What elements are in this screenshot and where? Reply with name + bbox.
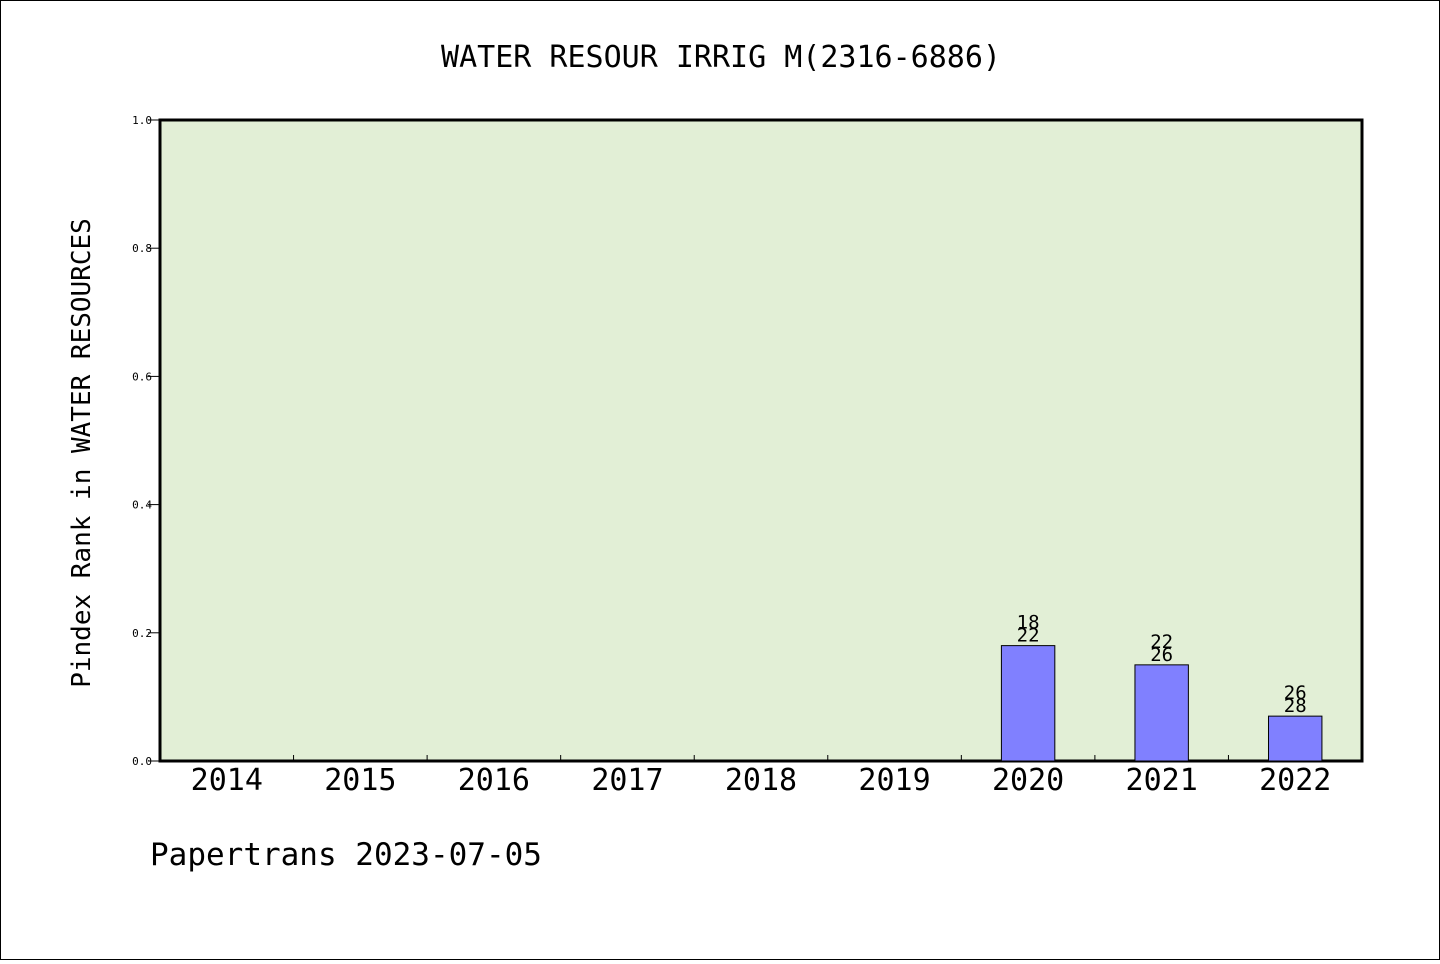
bar [1134,664,1189,762]
bar-data-label: 18 [1017,612,1040,634]
x-tick-label: 2016 [458,763,530,798]
x-axis-ticks: 2014 2015 2016 2017 2018 2019 2020 2021 2022 [191,755,1331,798]
y-tick-label: 0.2 [132,627,152,640]
x-tick-label: 2018 [725,763,797,798]
x-tick-label: 2019 [858,763,930,798]
plot-area [158,118,1364,763]
bar-data-label: 28 [1284,695,1307,717]
x-tick-label: 2020 [992,763,1064,798]
bar-data-label: 26 [1284,682,1307,704]
y-tick-label: 0.4 [132,499,152,512]
y-tick-label: 0.6 [132,370,152,383]
y-tick-label: 0.0 [132,755,152,768]
x-tick-label: 2021 [1126,763,1198,798]
x-tick-label: 2022 [1259,763,1331,798]
bar-data-label: 26 [1150,644,1173,666]
bars [1000,645,1323,762]
bar [1000,645,1056,762]
y-axis-ticks: 0.0 0.2 0.4 0.6 0.8 1.0 [132,114,161,768]
y-axis-label: Pindex Rank in WATER RESOURCES [67,218,97,688]
bar-data-label: 22 [1150,631,1173,653]
x-tick-label: 2015 [324,763,396,798]
footer-credit: Papertrans 2023-07-05 [150,837,542,873]
x-tick-label: 2017 [591,763,663,798]
y-tick-label: 1.0 [132,114,152,127]
y-tick-label: 0.8 [132,242,152,255]
bar [1268,715,1323,762]
x-tick-label: 2014 [191,763,263,798]
chart-title: WATER RESOUR IRRIG M(2316-6886) [441,40,1001,75]
bar-data-label: 22 [1017,625,1040,647]
